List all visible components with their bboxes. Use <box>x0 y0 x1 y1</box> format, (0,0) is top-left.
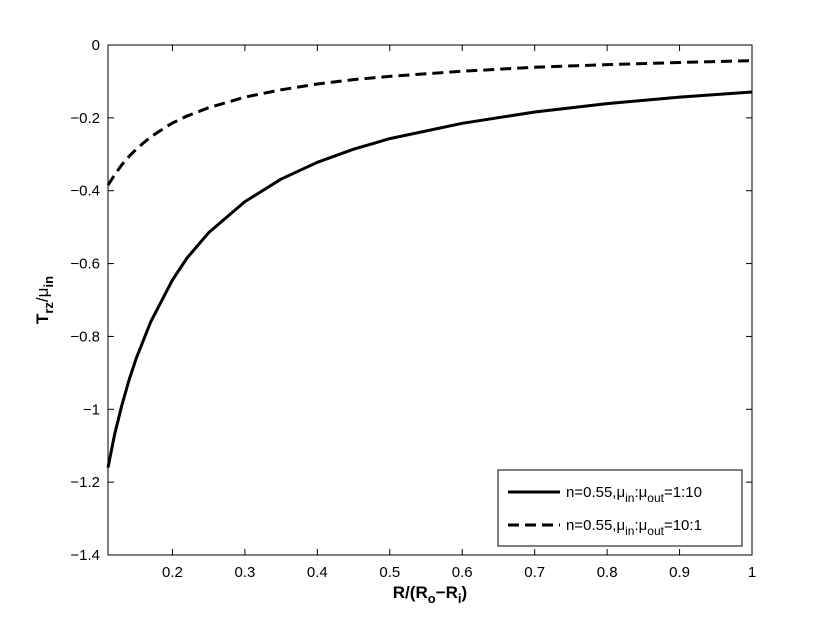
legend-dashed-suffix: =10:1 <box>664 517 702 534</box>
plot-frame <box>107 44 753 556</box>
x-tick-label: 0.8 <box>597 564 618 581</box>
y-tick-label: −1 <box>83 401 100 418</box>
y-axis-title-sub-in: in <box>41 276 56 288</box>
y-axis-title-mid: /μ <box>33 288 52 303</box>
x-axis-title-mid: −R <box>436 583 458 602</box>
legend-solid-suffix: =1:10 <box>664 484 702 501</box>
legend-box <box>497 469 743 547</box>
legend-label-solid: n=0.55,μin:μout=1:10 <box>566 484 702 505</box>
y-tick-label: −0.4 <box>70 183 100 200</box>
x-tick-label: 0.3 <box>234 564 255 581</box>
x-tick-label: 0.5 <box>379 564 400 581</box>
legend-solid-sub-out: out <box>647 491 664 505</box>
axis-ticks: 0.2 0.3 0.4 0.5 0.6 0.7 0.8 0.9 1 0 −0.2 −0.4 −0.6 −0… <box>70 37 756 581</box>
legend-dashed-sub-in: in <box>625 524 634 538</box>
y-tick-label: −0.2 <box>70 110 100 127</box>
y-tick-label: −1.4 <box>70 547 100 564</box>
x-axis-title: R/(Ro−Ri) <box>393 583 467 606</box>
series-group <box>106 59 753 468</box>
y-tick-label: −1.2 <box>70 474 100 491</box>
y-tick-label: −0.6 <box>70 256 100 273</box>
series-line-dashed <box>106 59 753 187</box>
legend-solid-sub-in: in <box>625 491 634 505</box>
x-axis-title-end: ) <box>462 583 468 602</box>
x-tick-label: 1 <box>748 564 756 581</box>
x-tick-label: 0.9 <box>669 564 690 581</box>
x-tick-label: 0.2 <box>162 564 183 581</box>
legend-label-dashed: n=0.55,μin:μout=10:1 <box>566 517 702 538</box>
legend: n=0.55,μin:μout=1:10 n=0.55,μin:μout=10:… <box>497 469 743 547</box>
x-tick-label: 0.4 <box>307 564 328 581</box>
x-axis-title-sub-o: o <box>428 591 436 606</box>
y-axis-title: Trz/μin <box>33 276 56 324</box>
y-axis-title-sub-rz: rz <box>41 302 56 314</box>
legend-dashed-prefix: n=0.55,μ <box>566 517 625 534</box>
y-axis-title-group: Trz/μin <box>33 276 56 324</box>
legend-solid-mid: :μ <box>634 484 647 501</box>
legend-dashed-mid: :μ <box>634 517 647 534</box>
y-axis-title-base: T <box>33 313 52 324</box>
x-axis-title-base: R/(R <box>393 583 428 602</box>
legend-dashed-sub-out: out <box>647 524 664 538</box>
x-tick-label: 0.7 <box>524 564 545 581</box>
y-tick-label: −0.8 <box>70 328 100 345</box>
legend-solid-prefix: n=0.55,μ <box>566 484 625 501</box>
series-line-solid <box>106 90 753 468</box>
x-axis-title-sub-i: i <box>458 591 462 606</box>
x-tick-label: 0.6 <box>452 564 473 581</box>
y-tick-label: 0 <box>92 37 100 54</box>
